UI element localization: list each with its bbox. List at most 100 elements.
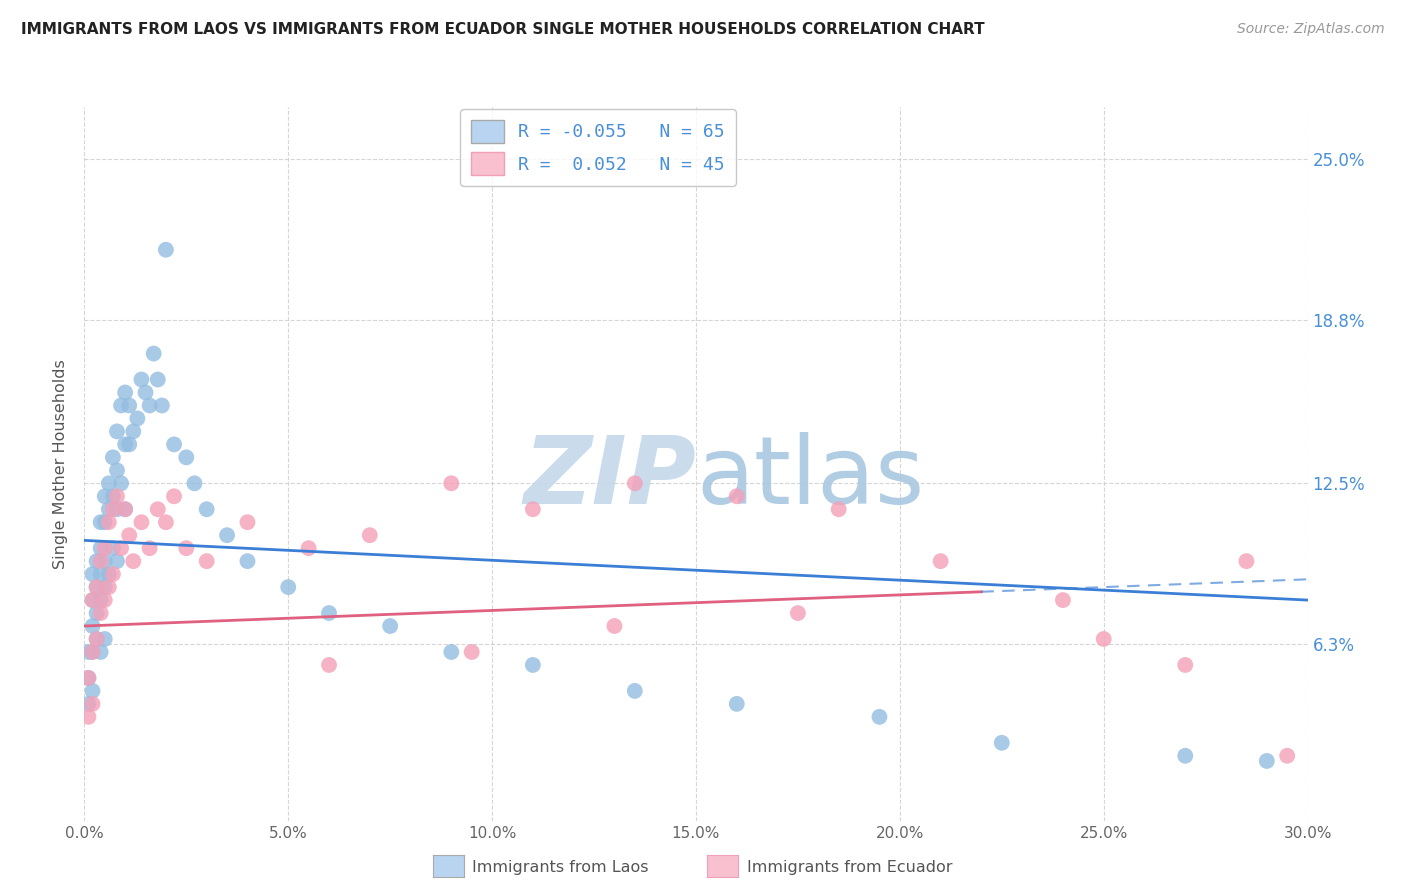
Point [82, 645, 104, 659]
Point [318, 657, 340, 672]
Point [77, 671, 100, 685]
Point [991, 736, 1014, 750]
Point [97, 580, 120, 594]
Point [90, 554, 112, 568]
Point [869, 710, 891, 724]
Point [118, 437, 141, 451]
Point [277, 580, 299, 594]
Point [1092, 632, 1115, 646]
Point [105, 489, 128, 503]
Point [97, 567, 120, 582]
Text: Immigrants from Ecuador: Immigrants from Ecuador [747, 860, 952, 874]
Point [77, 671, 100, 685]
Point [82, 697, 104, 711]
Point [114, 385, 136, 400]
Point [114, 502, 136, 516]
Point [1052, 593, 1074, 607]
Point [90, 567, 112, 582]
Point [82, 593, 104, 607]
Point [440, 476, 463, 491]
Y-axis label: Single Mother Households: Single Mother Households [53, 359, 69, 569]
Point [380, 619, 402, 633]
Legend: R = -0.055   N = 65, R =  0.052   N = 45: R = -0.055 N = 65, R = 0.052 N = 45 [461, 109, 735, 186]
Point [86, 606, 108, 620]
Point [118, 399, 141, 413]
Point [90, 593, 112, 607]
Point [86, 632, 108, 646]
Point [142, 346, 165, 360]
Point [176, 450, 198, 465]
Point [522, 502, 544, 516]
Point [90, 645, 112, 659]
Point [236, 515, 259, 529]
Point [1174, 657, 1197, 672]
Point [131, 515, 153, 529]
Point [97, 515, 120, 529]
Point [105, 425, 128, 439]
Point [105, 502, 128, 516]
Point [90, 515, 112, 529]
Point [77, 710, 100, 724]
Point [787, 606, 810, 620]
Point [828, 502, 851, 516]
Point [93, 541, 117, 556]
Point [118, 528, 141, 542]
Point [110, 399, 132, 413]
Point [77, 697, 100, 711]
Point [1256, 754, 1278, 768]
Point [236, 554, 259, 568]
Point [97, 476, 120, 491]
Point [82, 684, 104, 698]
Point [82, 567, 104, 582]
Point [624, 476, 647, 491]
Point [93, 632, 117, 646]
Point [97, 502, 120, 516]
Point [82, 593, 104, 607]
Point [1277, 748, 1299, 763]
Point [82, 645, 104, 659]
Point [318, 606, 340, 620]
Point [155, 243, 177, 257]
Text: IMMIGRANTS FROM LAOS VS IMMIGRANTS FROM ECUADOR SINGLE MOTHER HOUSEHOLDS CORRELA: IMMIGRANTS FROM LAOS VS IMMIGRANTS FROM … [21, 22, 984, 37]
Point [1236, 554, 1258, 568]
Point [77, 645, 100, 659]
Point [624, 684, 647, 698]
Text: ZIP: ZIP [523, 432, 696, 524]
Point [150, 399, 173, 413]
Point [105, 463, 128, 477]
Point [155, 515, 177, 529]
Point [101, 450, 124, 465]
Point [101, 541, 124, 556]
Point [603, 619, 626, 633]
Point [127, 411, 149, 425]
Point [217, 528, 239, 542]
Point [138, 541, 160, 556]
Point [195, 554, 218, 568]
Point [86, 580, 108, 594]
Point [105, 554, 128, 568]
Point [101, 567, 124, 582]
Point [101, 502, 124, 516]
Point [725, 489, 748, 503]
Point [114, 502, 136, 516]
Point [163, 437, 186, 451]
Point [359, 528, 381, 542]
Point [146, 502, 169, 516]
Point [110, 541, 132, 556]
Point [93, 489, 117, 503]
Point [461, 645, 484, 659]
Point [86, 632, 108, 646]
Point [183, 476, 205, 491]
Point [93, 593, 117, 607]
Point [93, 580, 117, 594]
Point [1174, 748, 1197, 763]
Point [135, 385, 157, 400]
Text: atlas: atlas [696, 432, 924, 524]
Point [90, 606, 112, 620]
Point [114, 437, 136, 451]
Point [90, 541, 112, 556]
Point [725, 697, 748, 711]
Point [131, 372, 153, 386]
Point [298, 541, 321, 556]
Point [195, 502, 218, 516]
